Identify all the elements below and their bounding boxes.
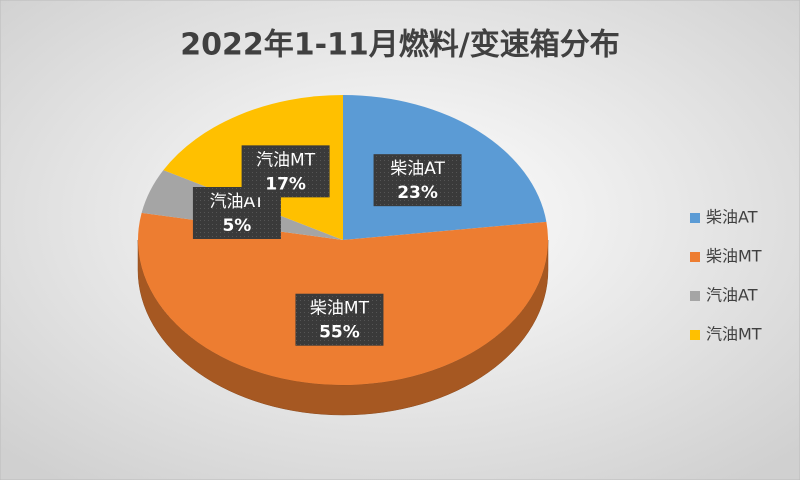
data-label-box: [373, 154, 462, 207]
data-label-value: 55%: [319, 323, 360, 343]
chart-title: 2022年1-11月燃料/变速箱分布: [180, 28, 620, 63]
legend-swatch: [690, 291, 700, 301]
data-label-box: [295, 293, 384, 346]
legend-label: 柴油AT: [706, 208, 758, 227]
data-label-category: 柴油MT: [310, 299, 370, 319]
legend-label: 汽油MT: [706, 325, 762, 344]
data-label-category: 柴油AT: [390, 159, 445, 179]
legend-label: 柴油MT: [706, 247, 762, 266]
data-label-value: 17%: [265, 174, 306, 194]
pie: [137, 94, 549, 416]
legend-swatch: [690, 252, 700, 262]
legend-swatch: [690, 330, 700, 340]
legend: 柴油AT 柴油MT 汽油AT 汽油MT: [690, 208, 762, 344]
legend-label: 汽油AT: [706, 286, 758, 305]
legend-swatch: [690, 213, 700, 223]
data-label-category: 汽油MT: [256, 150, 316, 170]
data-label-value: 23%: [397, 183, 438, 203]
data-label-box: [241, 145, 330, 198]
data-label-value: 5%: [222, 216, 251, 236]
